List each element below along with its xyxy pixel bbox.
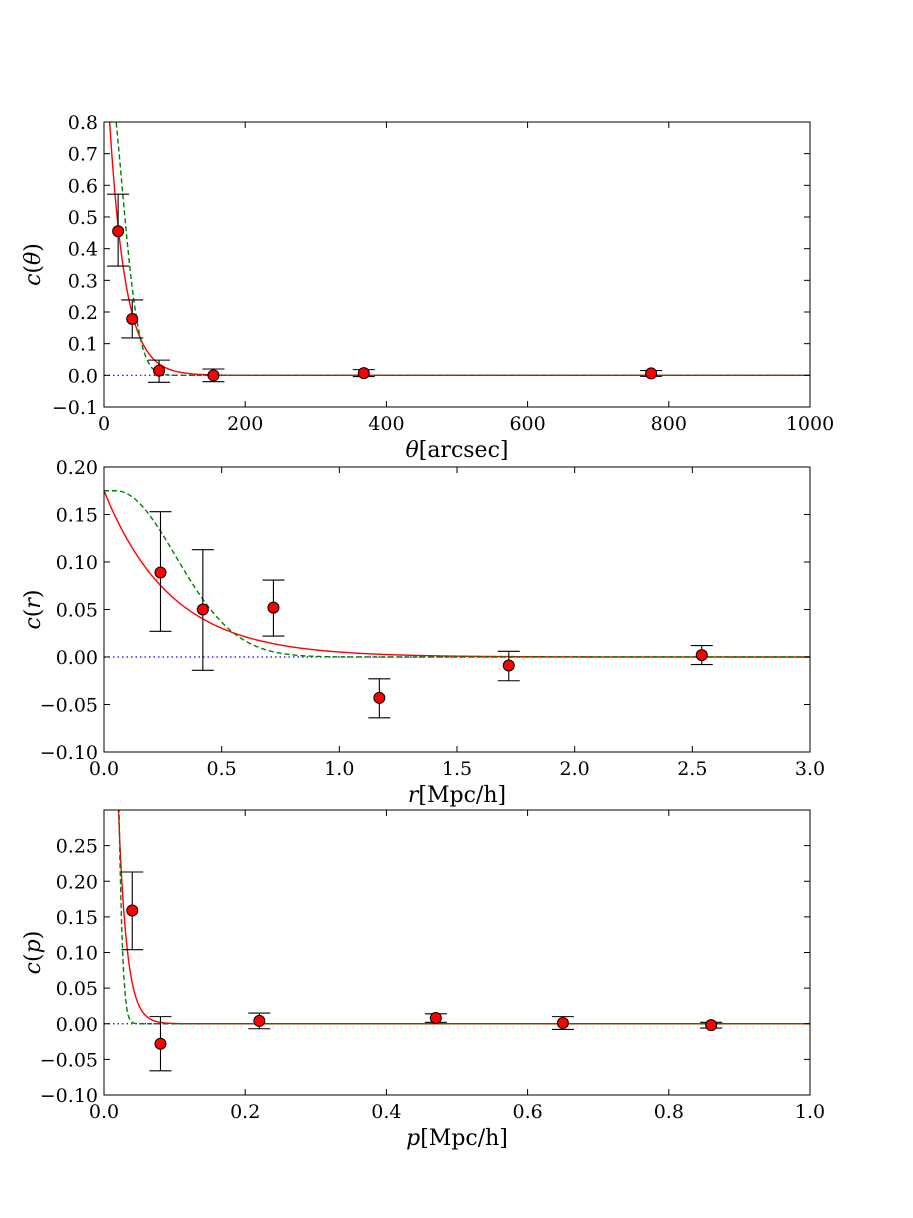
data-point (154, 566, 167, 579)
y-tick-label: 0.25 (56, 836, 98, 858)
x-tick-label: 2.0 (560, 758, 590, 780)
data-point (502, 659, 515, 672)
data-point (267, 601, 280, 614)
x-tick-label: 200 (227, 413, 263, 435)
data-point (196, 603, 209, 616)
data-point (126, 904, 139, 917)
data-point (429, 1012, 442, 1025)
data-point (253, 1014, 266, 1027)
y-tick-label: 0.05 (56, 600, 98, 622)
dashed-model-curve (104, 490, 810, 658)
x-tick-label: 0 (98, 413, 110, 435)
solid-model-curve (108, 122, 810, 377)
solid-model-curve (117, 810, 810, 1025)
panel-c-theta: 0 200 400 600 800 1000 −0.1 0.0 0.1 0.2 0.3 0.4 0.5 0… (21, 112, 834, 463)
x-tick-label: 0.2 (230, 1101, 260, 1123)
y-tick-label: −0.05 (40, 1049, 98, 1071)
y-tick-label: 0.15 (56, 505, 98, 527)
y-tick-label: 0.3 (68, 270, 98, 292)
x-tick-label: 0.0 (89, 758, 119, 780)
data-point (112, 225, 125, 238)
x-tick-label: 400 (368, 413, 404, 435)
x-axis-label: p[Mpc/h] (406, 1126, 508, 1151)
data-point (705, 1019, 718, 1032)
dashed-model-curve (118, 810, 810, 1025)
x-axis-label: r[Mpc/h] (408, 783, 506, 808)
y-tick-label: 0.5 (68, 207, 98, 229)
y-axis-label: c(r) (21, 589, 46, 629)
y-tick-label: 0.00 (56, 647, 98, 669)
y-axis-label: c(θ) (21, 243, 46, 286)
y-tick-label: 0.20 (56, 457, 98, 479)
y-tick-label: 0.1 (68, 334, 98, 356)
y-tick-label: 0.7 (68, 144, 98, 166)
x-tick-label: 1.0 (324, 758, 354, 780)
y-axis-label: c(p) (21, 931, 46, 975)
x-tick-label: 0.5 (207, 758, 237, 780)
x-tick-label: 1.5 (442, 758, 472, 780)
plot-frame (103, 121, 811, 408)
y-tick-label: 0.6 (68, 175, 98, 197)
y-tick-label: 0.8 (68, 112, 98, 134)
data-point (153, 364, 166, 377)
y-tick-label: 0.10 (56, 943, 98, 965)
x-axis-label: θ[arcsec] (405, 438, 508, 463)
data-point (207, 369, 220, 382)
panel-c-r: 0.0 0.5 1.0 1.5 2.0 2.5 3.0 −0.10 −0.05 0.00 0.05 0… (21, 457, 825, 808)
y-tick-label: 0.2 (68, 302, 98, 324)
data-point (695, 649, 708, 662)
y-tick-label: −0.10 (40, 742, 98, 764)
y-tick-label: 0.15 (56, 907, 98, 929)
x-tick-label: 1000 (786, 413, 834, 435)
data-point (154, 1037, 167, 1050)
x-tick-label: 600 (509, 413, 545, 435)
y-tick-label: 0.10 (56, 552, 98, 574)
y-tick-label: 0.00 (56, 1014, 98, 1036)
y-tick-label: 0.4 (68, 239, 98, 261)
y-tick-label: −0.1 (52, 397, 98, 419)
data-point (556, 1017, 569, 1030)
data-point (126, 312, 139, 325)
solid-model-curve (104, 490, 810, 658)
dashed-model-curve (115, 122, 810, 377)
data-point (373, 691, 386, 704)
y-tick-label: 0.05 (56, 978, 98, 1000)
x-tick-label: 2.5 (677, 758, 707, 780)
x-tick-label: 800 (651, 413, 687, 435)
plot-frame (103, 466, 811, 753)
data-point (357, 367, 370, 380)
x-tick-label: 0.4 (371, 1101, 401, 1123)
y-tick-label: −0.05 (40, 695, 98, 717)
y-tick-label: 0.0 (68, 365, 98, 387)
x-tick-label: 3.0 (795, 758, 825, 780)
x-tick-label: 0.8 (654, 1101, 684, 1123)
y-tick-label: 0.20 (56, 871, 98, 893)
data-point (645, 367, 658, 380)
y-tick-label: −0.10 (40, 1085, 98, 1107)
x-tick-label: 1.0 (795, 1101, 825, 1123)
panel-c-p: 0.0 0.2 0.4 0.6 0.8 1.0 −0.10 −0.05 0.00 0.05 0.10… (21, 809, 825, 1151)
x-tick-label: 0.0 (89, 1101, 119, 1123)
x-tick-label: 0.6 (512, 1101, 542, 1123)
plot-frame (103, 809, 811, 1096)
